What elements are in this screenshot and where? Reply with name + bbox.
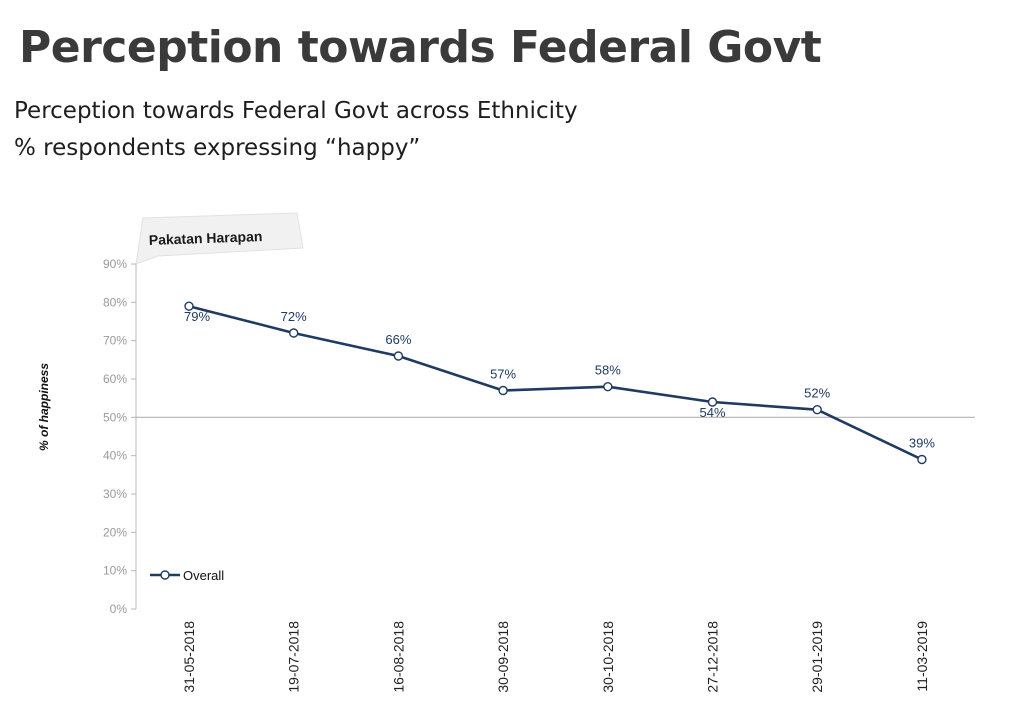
party-tag-label: Pakatan Harapan [149, 228, 263, 248]
x-tick-label: 30-10-2018 [600, 621, 616, 693]
data-point-marker [603, 381, 613, 392]
data-label: 72% [281, 309, 307, 324]
y-axis-title: % of happiness [37, 363, 51, 451]
data-label: 79% [184, 309, 210, 324]
y-tick-label: 30% [103, 487, 127, 501]
data-point-marker [917, 454, 927, 465]
y-axis: 0% 10% 20% 30% 40% 50% 60% 70% 80% 90% [103, 257, 137, 616]
party-tag-shape [135, 212, 304, 265]
x-tick-label: 31-05-2018 [181, 621, 197, 693]
y-tick-label: 20% [103, 525, 127, 539]
y-tick-label: 50% [103, 410, 127, 424]
data-labels: 79% 72% 66% 57% 58% 54% 52% 39% [184, 309, 935, 451]
y-tick-label: 80% [103, 295, 127, 309]
party-tag: Pakatan Harapan [135, 212, 304, 265]
data-label: 57% [490, 367, 516, 382]
x-tick-label: 30-09-2018 [495, 621, 511, 693]
x-tick-label: 27-12-2018 [705, 621, 721, 693]
data-point-marker [498, 385, 508, 396]
legend-marker-symbol [160, 570, 170, 580]
y-tick-label: 60% [103, 372, 127, 386]
chart-measure-note: % respondents expressing “happy” [14, 135, 421, 161]
data-label: 66% [385, 332, 411, 347]
data-point-marker [393, 351, 404, 361]
data-label: 52% [804, 386, 830, 401]
chart-subtitle: Perception towards Federal Govt across E… [14, 98, 578, 124]
data-point-marker [707, 397, 718, 407]
x-axis-labels: 31-05-2018 19-07-2018 16-08-2018 30-09-2018… [181, 621, 930, 693]
series-overall [184, 301, 927, 465]
series-line-overall [188, 304, 923, 461]
data-label: 58% [595, 363, 621, 378]
data-label: 39% [909, 436, 935, 451]
y-tick-label: 40% [103, 449, 127, 463]
data-point-marker [184, 301, 194, 311]
x-tick-label: 19-07-2018 [286, 621, 302, 693]
x-tick-label: 29-01-2019 [809, 621, 825, 693]
x-tick-label: 11-03-2019 [914, 621, 930, 692]
legend-label-overall: Overall [183, 568, 224, 583]
data-point-marker [289, 328, 299, 338]
page-title: Perception towards Federal Govt [19, 22, 822, 73]
y-tick-label: 10% [103, 564, 127, 578]
y-tick-label: 0% [110, 602, 128, 616]
data-point-marker [812, 404, 822, 415]
y-tick-label: 90% [103, 257, 127, 271]
legend: Overall [150, 568, 224, 583]
x-tick-label: 16-08-2018 [390, 621, 406, 693]
data-label: 54% [699, 405, 725, 420]
y-tick-label: 70% [103, 334, 127, 348]
